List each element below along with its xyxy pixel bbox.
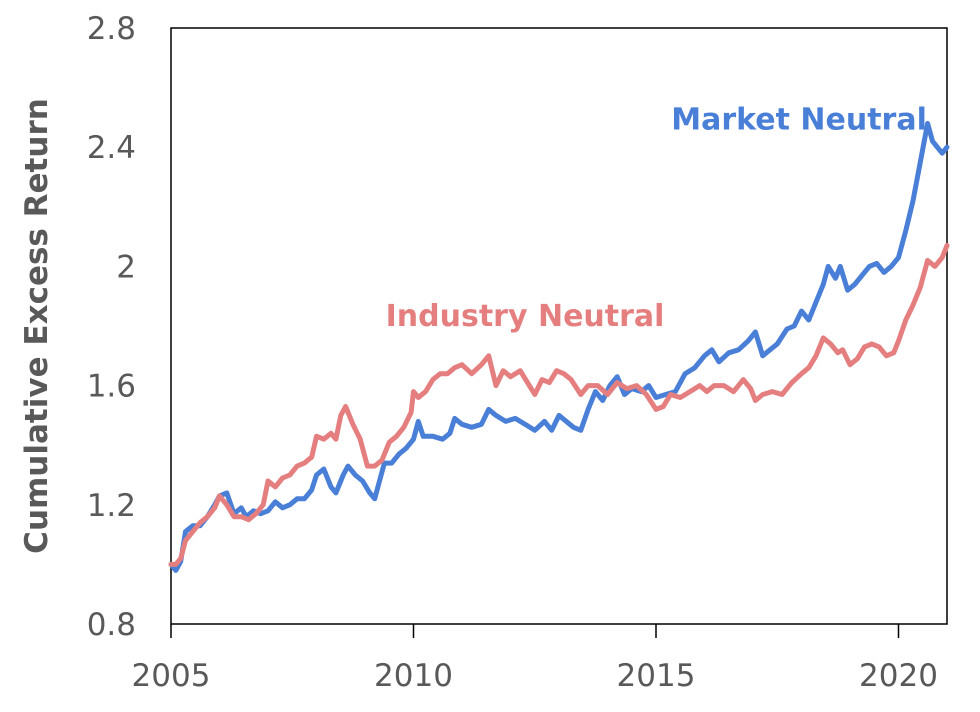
series-layer	[168, 120, 950, 573]
y-tick-label: 2.4	[87, 130, 136, 166]
series-line-industry-neutral	[168, 243, 950, 567]
series-label-industry-neutral: Industry Neutral	[386, 299, 665, 334]
y-tick-label: 1.6	[87, 369, 136, 405]
x-tick-label: 2005	[132, 658, 211, 694]
y-tick-label: 1.2	[87, 488, 136, 524]
x-tick-label: 2010	[374, 658, 453, 694]
x-tick-label: 2015	[617, 658, 696, 694]
series-line-market-neutral	[168, 120, 950, 573]
series-labels: Market Neutral Industry Neutral	[386, 102, 927, 334]
y-tick-label: 2	[116, 249, 136, 285]
x-tick-label: 2020	[859, 658, 938, 694]
y-axis-title: Cumulative Excess Return	[19, 98, 55, 554]
series-label-market-neutral: Market Neutral	[671, 102, 927, 137]
plot-area	[170, 27, 948, 625]
y-tick-label: 0.8	[87, 607, 136, 643]
y-tick-label: 2.8	[87, 11, 136, 47]
x-axis-ticks: 2005 2010 2015 2020	[132, 624, 938, 694]
y-axis-ticks: 0.8 1.2 1.6 2 2.4 2.8	[87, 11, 136, 643]
